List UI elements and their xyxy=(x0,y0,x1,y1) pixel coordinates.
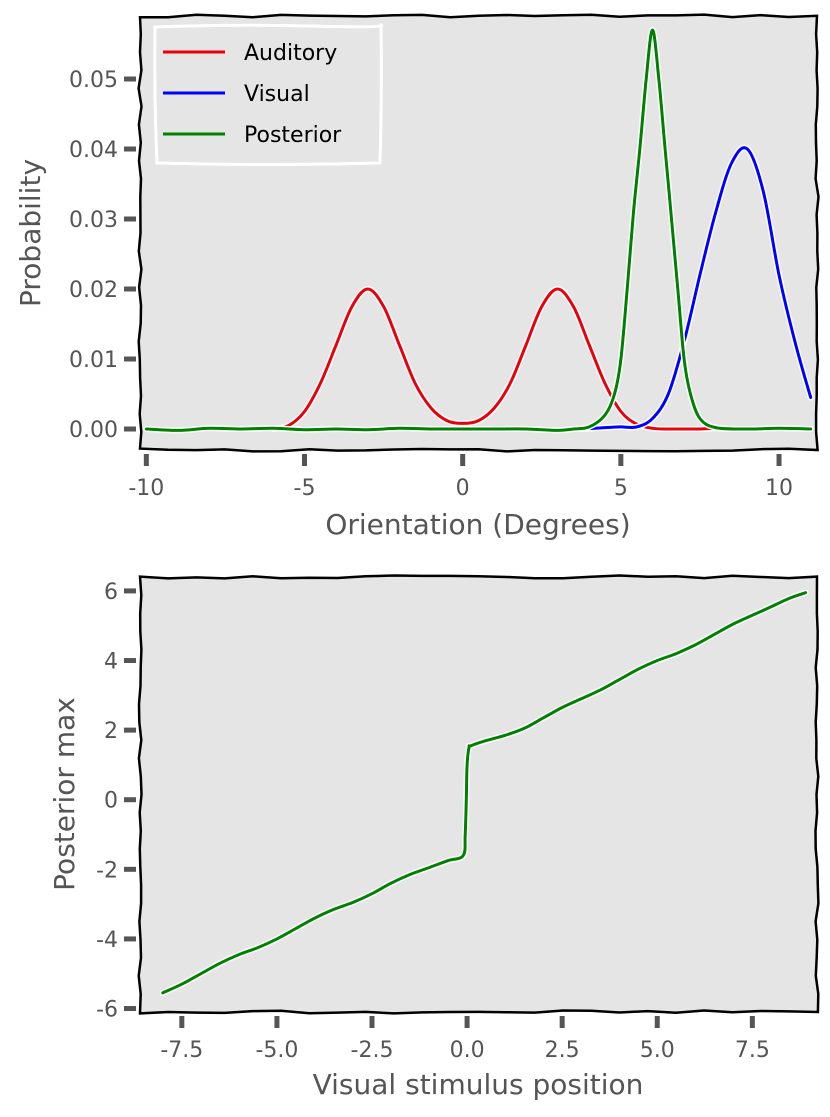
series-line-posterior xyxy=(144,28,813,432)
legend-label-visual: Visual xyxy=(244,82,310,107)
legend-box xyxy=(153,22,384,166)
y-tick-label: -2 xyxy=(96,858,118,883)
probability-chart: -10 -5 0 5 10 0.00 0.01 0.02 0.03 0.04 0.05 Orient… xyxy=(14,13,820,541)
y-tick-label: -6 xyxy=(96,998,118,1023)
x-tick-label: 0 xyxy=(456,476,470,501)
y-tick-label: 0.03 xyxy=(69,208,118,233)
series-lines xyxy=(143,27,814,434)
y-tick-label: 6 xyxy=(104,580,118,605)
x-axis-label: Orientation (Degrees) xyxy=(325,508,630,541)
legend-label-posterior: Posterior xyxy=(244,123,342,148)
x-tick-label: -7.5 xyxy=(160,1038,203,1063)
y-tick-label: 0.00 xyxy=(69,418,118,443)
tick-marks xyxy=(124,76,782,466)
x-tick-label: -10 xyxy=(128,476,164,501)
series-lines xyxy=(159,589,809,996)
y-tick-label: 0.04 xyxy=(69,138,118,163)
x-axis-label: Visual stimulus position xyxy=(313,1068,644,1101)
x-tick-label: -2.5 xyxy=(351,1038,394,1063)
y-tick-label: 0 xyxy=(104,789,118,814)
x-tick-label: 5.0 xyxy=(640,1038,675,1063)
series-line-series-0 xyxy=(161,591,808,995)
y-tick-label: 4 xyxy=(104,650,118,675)
series-line-visual xyxy=(581,146,813,431)
x-tick-label: 10 xyxy=(765,476,793,501)
legend-label-auditory: Auditory xyxy=(244,41,337,66)
legend: Auditory Visual Posterior xyxy=(153,22,384,166)
x-tick-label: 0.0 xyxy=(450,1038,485,1063)
y-tick-label: -4 xyxy=(96,928,118,953)
x-tick-label: 2.5 xyxy=(545,1038,580,1063)
x-tick-label: -5.0 xyxy=(255,1038,298,1063)
x-tick-label: -5 xyxy=(294,476,316,501)
x-tick-label: 5 xyxy=(614,476,628,501)
plot-background xyxy=(137,574,820,1015)
tick-marks xyxy=(124,588,755,1028)
y-axis-label: Probability xyxy=(14,159,47,307)
y-tick-label: 0.01 xyxy=(69,348,118,373)
series-line-auditory xyxy=(271,287,749,431)
posterior-max-chart: -7.5 -5.0 -2.5 0.0 2.5 5.0 7.5 -6 -4 -2 0 2 4 6 Visua… xyxy=(48,574,820,1101)
y-tick-label: 2 xyxy=(104,719,118,744)
tick-labels: -10 -5 0 5 10 0.00 0.01 0.02 0.03 0.04 0.05 xyxy=(69,68,793,501)
y-tick-label: 0.02 xyxy=(69,278,118,303)
y-tick-label: 0.05 xyxy=(69,68,118,93)
x-tick-label: 7.5 xyxy=(735,1038,770,1063)
y-axis-label: Posterior max xyxy=(48,697,81,891)
tick-labels: -7.5 -5.0 -2.5 0.0 2.5 5.0 7.5 -6 -4 -2 0 2 4 6 xyxy=(96,580,770,1063)
